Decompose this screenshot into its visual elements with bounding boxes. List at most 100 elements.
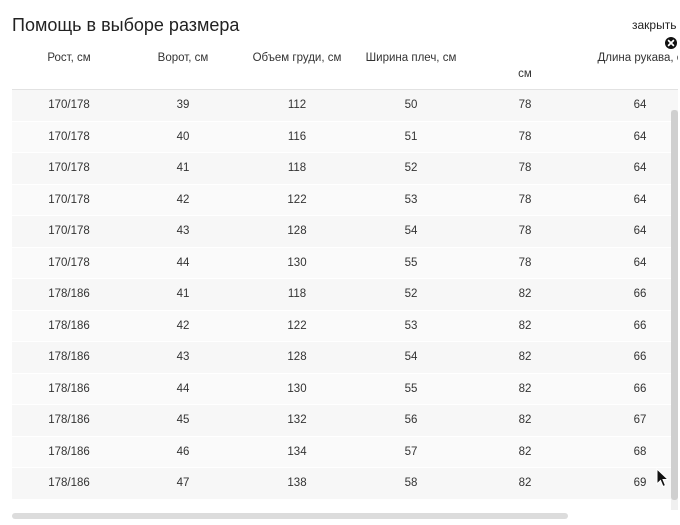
table-cell: 82 [468, 341, 582, 374]
size-table: Рост, см Ворот, см Объем груди, см Ширин… [12, 40, 678, 500]
table-cell: 130 [240, 373, 354, 405]
table-cell: 134 [240, 436, 354, 468]
table-cell: 178/186 [12, 404, 126, 437]
table-cell: 42 [126, 184, 240, 216]
column-header-height: Рост, см [12, 40, 126, 90]
horizontal-scrollbar-thumb[interactable] [12, 513, 568, 519]
table-cell: 55 [354, 373, 468, 405]
table-cell: 69 [582, 467, 678, 500]
table-row: 178/186 44 130 55 82 66 [12, 373, 678, 405]
column-header-sleeve-length: Длина рукава, с [582, 40, 678, 90]
table-cell: 116 [240, 121, 354, 153]
table-cell: 178/186 [12, 436, 126, 468]
table-cell: 66 [582, 373, 678, 405]
size-table-container[interactable]: Рост, см Ворот, см Объем груди, см Ширин… [12, 40, 678, 510]
table-cell: 178/186 [12, 310, 126, 342]
mouse-pointer-icon [656, 467, 670, 493]
table-cell: 44 [126, 247, 240, 279]
table-cell: 45 [126, 404, 240, 437]
table-cell: 57 [354, 436, 468, 468]
table-cell: 112 [240, 89, 354, 122]
table-cell: 170/178 [12, 121, 126, 153]
table-row: 170/178 43 128 54 78 64 [12, 215, 678, 248]
table-cell: 54 [354, 215, 468, 248]
table-row: 178/186 42 122 53 82 66 [12, 310, 678, 342]
table-cell: 170/178 [12, 152, 126, 185]
table-cell: 170/178 [12, 89, 126, 122]
table-row: 170/178 42 122 53 78 64 [12, 184, 678, 216]
table-row: 178/186 43 128 54 82 66 [12, 341, 678, 374]
table-cell: 68 [582, 436, 678, 468]
column-header-cm: см [468, 40, 582, 90]
table-row: 178/186 46 134 57 82 68 [12, 436, 678, 468]
table-cell: 53 [354, 184, 468, 216]
table-cell: 78 [468, 247, 582, 279]
table-cell: 52 [354, 278, 468, 311]
table-cell: 53 [354, 310, 468, 342]
table-cell: 64 [582, 121, 678, 153]
table-cell: 178/186 [12, 341, 126, 374]
table-cell: 43 [126, 341, 240, 374]
table-row: 170/178 44 130 55 78 64 [12, 247, 678, 279]
table-cell: 78 [468, 215, 582, 248]
table-cell: 64 [582, 247, 678, 279]
table-row: 178/186 41 118 52 82 66 [12, 278, 678, 311]
table-header-row: Рост, см Ворот, см Объем груди, см Ширин… [12, 40, 678, 90]
table-cell: 64 [582, 184, 678, 216]
column-header-collar: Ворот, см [126, 40, 240, 90]
table-cell: 78 [468, 89, 582, 122]
table-cell: 130 [240, 247, 354, 279]
table-row: 170/178 39 112 50 78 64 [12, 89, 678, 122]
table-cell: 46 [126, 436, 240, 468]
table-cell: 51 [354, 121, 468, 153]
table-cell: 138 [240, 467, 354, 500]
column-header-chest: Объем груди, см [240, 40, 354, 90]
table-cell: 170/178 [12, 215, 126, 248]
table-cell: 118 [240, 278, 354, 311]
table-cell: 82 [468, 278, 582, 311]
table-cell: 118 [240, 152, 354, 185]
table-cell: 41 [126, 278, 240, 311]
vertical-scrollbar[interactable] [671, 110, 678, 510]
table-cell: 52 [354, 152, 468, 185]
table-cell: 42 [126, 310, 240, 342]
table-cell: 82 [468, 310, 582, 342]
table-cell: 54 [354, 341, 468, 374]
table-cell: 56 [354, 404, 468, 437]
table-cell: 78 [468, 184, 582, 216]
table-cell: 178/186 [12, 373, 126, 405]
dialog-title: Помощь в выборе размера [12, 15, 240, 35]
table-cell: 64 [582, 152, 678, 185]
table-cell: 66 [582, 341, 678, 374]
vertical-scrollbar-thumb[interactable] [671, 110, 678, 500]
table-cell: 82 [468, 467, 582, 500]
table-cell: 44 [126, 373, 240, 405]
table-cell: 50 [354, 89, 468, 122]
table-cell: 178/186 [12, 467, 126, 500]
table-cell: 58 [354, 467, 468, 500]
table-cell: 64 [582, 89, 678, 122]
table-cell: 128 [240, 215, 354, 248]
table-row: 170/178 40 116 51 78 64 [12, 121, 678, 153]
table-cell: 41 [126, 152, 240, 185]
table-cell: 122 [240, 310, 354, 342]
table-cell: 78 [468, 121, 582, 153]
table-cell: 82 [468, 436, 582, 468]
column-header-shoulder-width: Ширина плеч, см [354, 40, 468, 90]
table-row: 178/186 47 138 58 82 69 [12, 467, 678, 500]
table-cell: 128 [240, 341, 354, 374]
table-cell: 170/178 [12, 247, 126, 279]
table-cell: 40 [126, 121, 240, 153]
close-link[interactable]: закрыть [632, 18, 677, 32]
table-cell: 78 [468, 152, 582, 185]
table-cell: 39 [126, 89, 240, 122]
table-cell: 66 [582, 310, 678, 342]
table-cell: 82 [468, 373, 582, 405]
table-cell: 64 [582, 215, 678, 248]
table-cell: 47 [126, 467, 240, 500]
table-cell: 170/178 [12, 184, 126, 216]
table-cell: 122 [240, 184, 354, 216]
table-cell: 66 [582, 278, 678, 311]
table-row: 178/186 45 132 56 82 67 [12, 404, 678, 437]
table-cell: 178/186 [12, 278, 126, 311]
